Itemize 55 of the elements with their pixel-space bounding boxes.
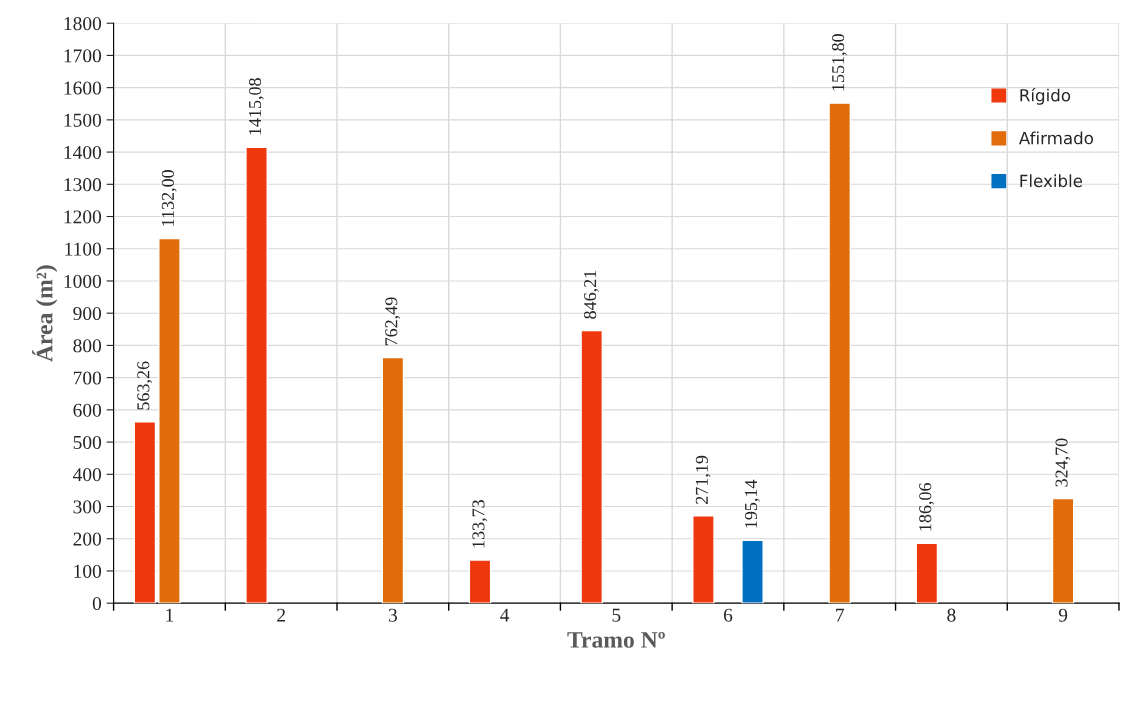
y-tick-label: 500 bbox=[73, 435, 102, 450]
x-tick-label: 5 bbox=[612, 608, 621, 622]
x-tick-label: 7 bbox=[836, 608, 844, 622]
y-tick-label: 1500 bbox=[64, 113, 102, 127]
x-tick-label: 3 bbox=[388, 608, 397, 622]
y-tick-label: 1600 bbox=[64, 81, 102, 95]
bar bbox=[245, 146, 268, 604]
bar bbox=[580, 329, 604, 604]
y-tick-label: 1100 bbox=[65, 242, 102, 256]
data-label: 133,73 bbox=[472, 500, 488, 548]
y-tick-label: 600 bbox=[73, 403, 102, 417]
bar bbox=[381, 356, 405, 604]
data-label: 271,19 bbox=[695, 455, 711, 504]
legend-label: Flexible bbox=[1020, 174, 1083, 188]
data-label: 846,21 bbox=[584, 270, 599, 319]
y-axis-title: Área (m²) bbox=[32, 265, 58, 362]
bar bbox=[741, 539, 764, 604]
bar bbox=[158, 237, 181, 604]
bar bbox=[1051, 497, 1075, 604]
bar bbox=[133, 420, 157, 604]
data-label: 324,70 bbox=[1055, 438, 1071, 487]
x-tick-label: 1 bbox=[166, 608, 174, 622]
y-tick-label: 900 bbox=[73, 307, 102, 321]
x-tick-label: 2 bbox=[277, 608, 285, 622]
data-label: 195,14 bbox=[744, 479, 760, 528]
x-tick-label: 9 bbox=[1058, 608, 1068, 622]
y-tick-label: 400 bbox=[73, 468, 102, 482]
data-label: 563,26 bbox=[137, 361, 152, 410]
x-tick-label: 8 bbox=[947, 608, 956, 622]
bar bbox=[915, 542, 939, 604]
y-tick-label: 0 bbox=[92, 596, 102, 611]
y-tick-label: 1200 bbox=[64, 210, 102, 224]
y-tick-label: 1400 bbox=[64, 145, 102, 160]
bar bbox=[828, 102, 852, 604]
y-tick-label: 700 bbox=[73, 371, 102, 385]
x-tick-label: 6 bbox=[723, 608, 733, 622]
data-label: 186,06 bbox=[919, 483, 934, 531]
y-tick-label: 800 bbox=[73, 339, 102, 353]
x-axis-title: Tramo Nº bbox=[567, 631, 665, 648]
bar bbox=[692, 515, 715, 604]
y-tick-label: 1300 bbox=[64, 178, 102, 192]
legend-label: Afirmado bbox=[1018, 131, 1093, 145]
y-tick-label: 200 bbox=[73, 532, 102, 546]
y-tick-label: 100 bbox=[74, 564, 102, 578]
x-tick-label: 4 bbox=[500, 608, 510, 622]
data-label: 1132,00 bbox=[161, 170, 177, 226]
y-tick-label: 300 bbox=[73, 500, 102, 514]
data-label: 1415,08 bbox=[248, 78, 264, 135]
y-tick-label: 1800 bbox=[64, 17, 102, 31]
bar bbox=[468, 559, 492, 604]
y-tick-label: 1000 bbox=[64, 274, 102, 288]
data-label: 1551,80 bbox=[832, 34, 847, 91]
data-label: 762,49 bbox=[385, 297, 400, 346]
legend-label: Rígido bbox=[1020, 88, 1071, 105]
y-tick-label: 1700 bbox=[64, 49, 102, 63]
